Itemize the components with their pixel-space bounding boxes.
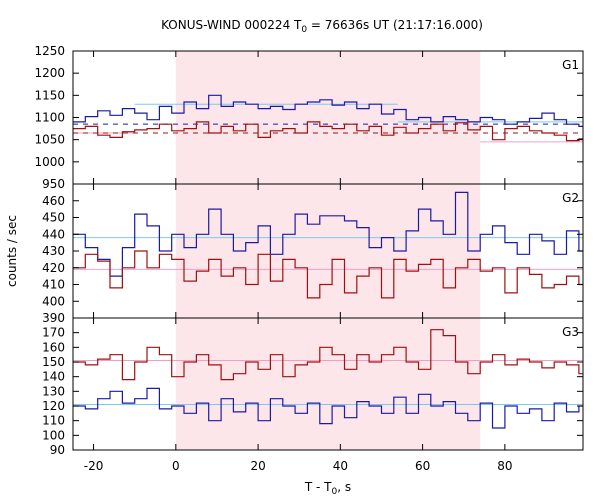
panel-g2: 390 400 410 420 430 440 450 460 G2 <box>42 183 584 325</box>
series-step-line-blue <box>73 94 583 127</box>
y-tick-label: 950 <box>42 177 65 191</box>
y-tick-label: 410 <box>42 278 65 292</box>
y-tick-label: 100 <box>42 428 65 442</box>
y-tick-label: 460 <box>42 194 65 208</box>
y-tick-label: 130 <box>42 384 65 398</box>
y-tick-label: 110 <box>42 414 65 428</box>
x-axis-label: T - T0, s <box>304 480 351 497</box>
y-tick-label: 1150 <box>34 88 65 102</box>
y-tick-label: 420 <box>42 261 65 275</box>
y-tick-label: 450 <box>42 211 65 225</box>
panel-g1: 950 1000 1050 1100 1150 1200 1250 G1 <box>34 44 584 191</box>
y-tick-label: 430 <box>42 244 65 258</box>
series-step-line-blue <box>73 191 583 277</box>
y-tick-label: 1200 <box>34 66 65 80</box>
y-tick-label: 90 <box>50 443 65 457</box>
x-tick-label: 80 <box>497 459 512 473</box>
panel-label: G1 <box>562 58 579 72</box>
x-tick-label: 40 <box>333 459 348 473</box>
x-tick-label: 20 <box>250 459 265 473</box>
series-step-line-red <box>73 121 583 142</box>
y-tick-label: 160 <box>42 340 65 354</box>
series-step-line-red <box>73 250 583 299</box>
y-tick-label: 120 <box>42 399 65 413</box>
y-axis-label: counts / sec <box>5 215 19 287</box>
x-tick-label: -20 <box>84 459 104 473</box>
series-step-line-blue <box>73 387 583 429</box>
chart-title: KONUS-WIND 000224 T0 = 76636s UT (21:17:… <box>161 18 483 35</box>
y-tick-label: 150 <box>42 355 65 369</box>
y-tick-label: 440 <box>42 227 65 241</box>
y-tick-label: 170 <box>42 326 65 340</box>
panel-label: G3 <box>562 325 579 339</box>
y-tick-label: 140 <box>42 370 65 384</box>
series-step-line-red <box>73 329 583 381</box>
y-tick-label: 390 <box>42 311 65 325</box>
x-tick-label: 0 <box>172 459 180 473</box>
shaded-interval <box>175 318 481 450</box>
y-tick-label: 1050 <box>34 133 65 147</box>
panel-label: G2 <box>562 191 579 205</box>
y-tick-label: 1250 <box>34 44 65 58</box>
y-tick-label: 1100 <box>34 111 65 125</box>
y-tick-label: 1000 <box>34 155 65 169</box>
shaded-interval <box>175 51 481 184</box>
x-tick-label: 60 <box>415 459 430 473</box>
shaded-interval <box>175 184 481 318</box>
y-tick-label: 400 <box>42 294 65 308</box>
panel-frame <box>72 317 584 451</box>
